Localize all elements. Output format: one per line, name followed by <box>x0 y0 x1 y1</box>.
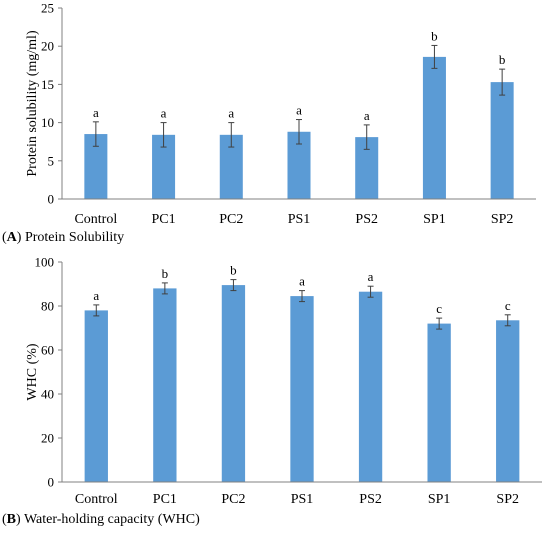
significance-letter-b: b <box>230 263 237 278</box>
bar-b <box>496 320 520 482</box>
significance-letter-b: a <box>93 288 99 303</box>
y-tick-label-a: 10 <box>41 115 54 130</box>
x-tick-label-b: Control <box>75 492 118 507</box>
significance-letter-a: a <box>364 108 370 123</box>
y-tick-label-a: 20 <box>41 39 54 54</box>
x-tick-label-a: PC2 <box>219 212 243 227</box>
y-tick-label-a: 15 <box>41 77 54 92</box>
y-axis-title-a: Protein solubility (mg/ml) <box>25 30 40 177</box>
significance-letter-b: a <box>368 269 374 284</box>
chart-panel-b: 0 20 40 60 80 100 WHC (%) a Control b PC1 b PC2 a PS1 a… <box>25 255 542 507</box>
bar-a <box>84 134 108 199</box>
bar-b <box>84 310 108 482</box>
x-tick-label-b: PS1 <box>291 492 314 507</box>
y-tick-label-b: 40 <box>41 387 54 402</box>
bar-b <box>290 296 314 482</box>
significance-letter-b: c <box>436 301 442 316</box>
caption-text-b: Water-holding capacity (WHC) <box>23 512 200 527</box>
significance-letter-b: a <box>299 274 305 289</box>
bar-a <box>152 134 176 199</box>
y-axis-title-b: WHC (%) <box>25 343 40 400</box>
x-tick-label-a: PS2 <box>355 212 378 227</box>
y-tick-label-b: 60 <box>41 343 54 358</box>
significance-letter-a: a <box>228 106 234 121</box>
y-tick-label-b: 0 <box>48 475 55 490</box>
x-tick-label-a: Control <box>74 212 117 227</box>
x-tick-label-a: PS1 <box>288 212 311 227</box>
significance-letter-a: a <box>161 106 167 121</box>
bar-a <box>219 134 243 199</box>
x-tick-label-b: PS2 <box>359 492 382 507</box>
bar-a <box>490 82 514 199</box>
caption-panel-a: (A) Protein Solubility <box>2 230 125 245</box>
x-tick-label-b: PC2 <box>221 492 245 507</box>
x-tick-label-a: SP1 <box>423 212 446 227</box>
significance-letter-a: a <box>296 103 302 118</box>
bar-a <box>355 137 379 199</box>
bar-b <box>153 288 177 482</box>
bar-b <box>427 323 451 482</box>
x-tick-label-b: SP2 <box>496 492 519 507</box>
caption-letter-b: B <box>6 512 17 527</box>
significance-letter-b: b <box>162 266 169 281</box>
y-tick-label-a: 5 <box>48 153 55 168</box>
x-tick-label-a: SP2 <box>491 212 514 227</box>
y-tick-label-a: 25 <box>41 1 54 16</box>
y-tick-label-b: 100 <box>35 255 55 270</box>
caption-letter-a: A <box>6 230 17 245</box>
caption-panel-b: (B) Water-holding capacity (WHC) <box>2 512 200 527</box>
significance-letter-a: a <box>93 105 99 120</box>
x-tick-label-b: SP1 <box>428 492 451 507</box>
y-tick-label-b: 20 <box>41 431 54 446</box>
x-tick-label-b: PC1 <box>153 492 177 507</box>
caption-text-a: Protein Solubility <box>24 230 125 245</box>
significance-letter-a: b <box>499 52 506 67</box>
x-tick-label-a: PC1 <box>152 212 176 227</box>
y-tick-label-a: 0 <box>48 192 55 207</box>
y-tick-label-b: 80 <box>41 299 54 314</box>
significance-letter-a: b <box>431 28 438 43</box>
bar-a <box>287 131 311 199</box>
significance-letter-b: c <box>505 298 511 313</box>
bar-b <box>221 285 246 482</box>
bar-a <box>422 56 446 200</box>
bar-b <box>358 291 383 482</box>
